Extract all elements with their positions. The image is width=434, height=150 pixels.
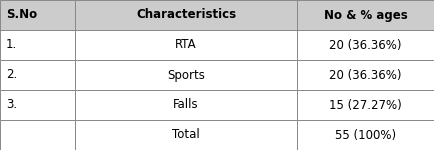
Text: Falls: Falls <box>173 99 199 111</box>
Bar <box>0 120 75 150</box>
Bar <box>297 90 434 120</box>
Bar <box>75 60 297 90</box>
Text: 3.: 3. <box>6 99 17 111</box>
Bar <box>75 90 297 120</box>
Bar <box>297 30 434 60</box>
Text: Total: Total <box>172 129 200 141</box>
Bar <box>297 120 434 150</box>
Text: 15 (27.27%): 15 (27.27%) <box>329 99 402 111</box>
Bar <box>75 120 297 150</box>
Text: S.No: S.No <box>6 9 37 21</box>
Text: 55 (100%): 55 (100%) <box>335 129 396 141</box>
Text: 2.: 2. <box>6 69 17 81</box>
Bar <box>0 90 75 120</box>
Text: Characteristics: Characteristics <box>136 9 236 21</box>
Bar <box>0 0 75 30</box>
Bar <box>0 30 75 60</box>
Text: 1.: 1. <box>6 39 17 51</box>
Text: No & % ages: No & % ages <box>324 9 408 21</box>
Bar <box>297 60 434 90</box>
Bar <box>75 30 297 60</box>
Text: 20 (36.36%): 20 (36.36%) <box>329 39 402 51</box>
Text: RTA: RTA <box>175 39 197 51</box>
Bar <box>0 60 75 90</box>
Bar <box>75 0 297 30</box>
Text: 20 (36.36%): 20 (36.36%) <box>329 69 402 81</box>
Bar <box>297 0 434 30</box>
Text: Sports: Sports <box>167 69 205 81</box>
